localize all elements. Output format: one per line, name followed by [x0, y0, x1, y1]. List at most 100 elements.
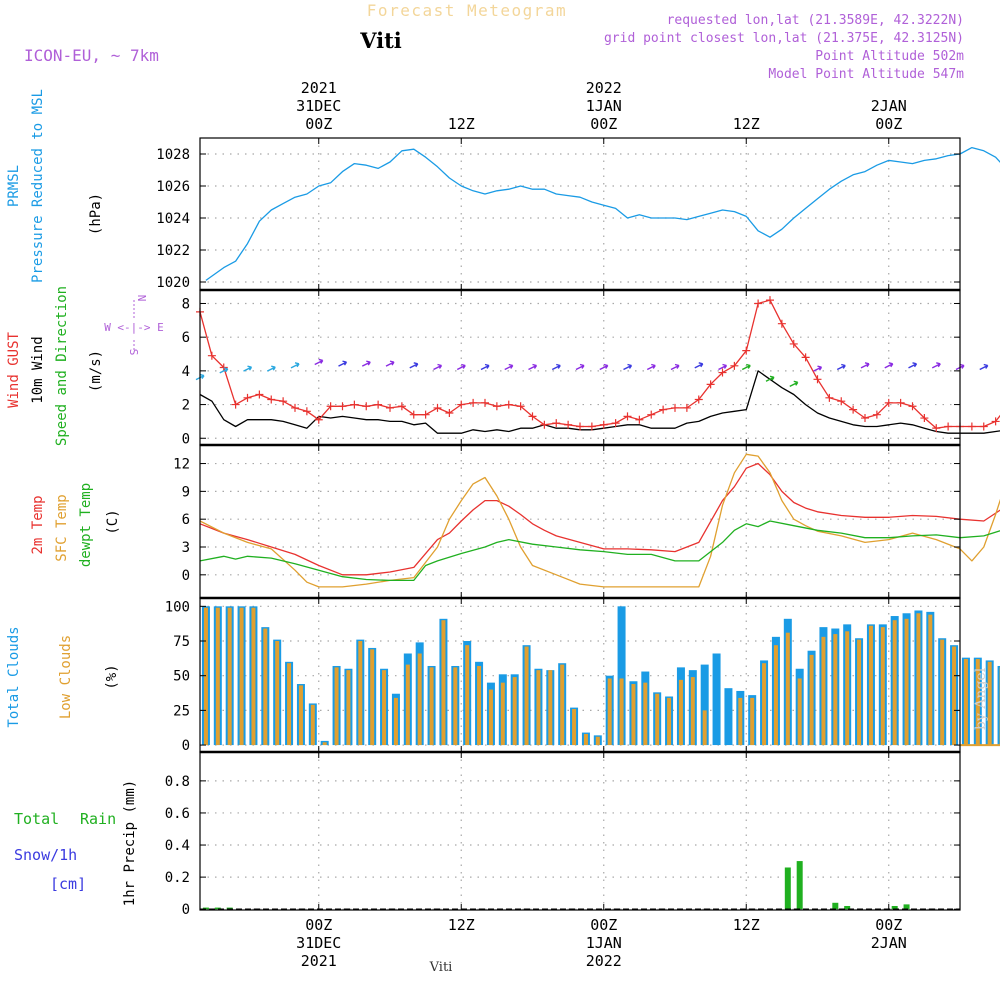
bar-low-clouds	[690, 677, 695, 746]
date-label-bottom: 2JAN	[871, 934, 907, 952]
y-tick-label: 12	[173, 457, 190, 473]
wind-direction-arrow	[765, 375, 775, 382]
label-total-clouds: Total Clouds	[6, 626, 22, 727]
bar-low-clouds	[251, 607, 256, 746]
model-altitude: Model Point Altitude 547m	[768, 67, 964, 82]
gust-marker	[694, 395, 703, 404]
bar-low-clouds	[928, 614, 933, 746]
bar-low-clouds	[239, 607, 244, 746]
bar-total-rain	[202, 907, 209, 910]
bar-low-clouds	[560, 664, 565, 746]
gust-marker	[706, 380, 715, 389]
label-low-clouds: Low Clouds	[58, 635, 74, 719]
y-tick-label: 75	[173, 634, 190, 650]
bar-low-clouds	[370, 649, 375, 746]
gust-marker	[813, 375, 822, 384]
gust-marker	[207, 351, 216, 360]
data-layer	[195, 146, 1000, 910]
y-tick-label: 1026	[156, 179, 190, 195]
panel-frame-pressure	[199, 137, 961, 291]
bar-low-clouds	[667, 697, 672, 746]
gust-marker	[742, 346, 751, 355]
bar-low-clouds	[405, 664, 410, 746]
bar-total-rain	[796, 861, 803, 910]
gust-marker	[421, 410, 430, 419]
bar-low-clouds	[548, 670, 553, 746]
y-tick-label: 50	[173, 669, 190, 685]
x-tick-label-top: 00Z	[590, 115, 617, 133]
series-line-dewpt-temp	[199, 520, 1000, 582]
bar-low-clouds	[987, 661, 992, 746]
x-tick-label-bottom: 00Z	[590, 916, 617, 934]
gust-marker	[587, 422, 596, 431]
gust-marker	[469, 398, 478, 407]
gust-marker	[350, 400, 359, 409]
wind-direction-arrow	[718, 363, 728, 371]
y-tick-label: 3	[182, 540, 190, 556]
gust-marker	[433, 403, 442, 412]
bar-low-clouds	[417, 653, 422, 746]
wind-direction-arrow	[860, 362, 870, 369]
bar-low-clouds	[892, 620, 897, 746]
wind-direction-arrow	[266, 365, 276, 372]
x-tick-label-top: 12Z	[448, 115, 475, 133]
gust-marker	[682, 403, 691, 412]
gust-marker	[884, 398, 893, 407]
date-label-bottom: 2021	[301, 952, 337, 970]
x-tick-label-bottom: 12Z	[733, 916, 760, 934]
label-10m-wind: 10m Wind	[30, 336, 46, 403]
bar-low-clouds	[797, 678, 802, 746]
label-pressure: Pressure Reduced to MSL	[30, 89, 46, 283]
bar-low-clouds	[298, 685, 303, 746]
gust-marker	[552, 419, 561, 428]
gust-marker	[409, 410, 418, 419]
gust-marker	[231, 400, 240, 409]
series-line-10m-wind	[199, 370, 1000, 434]
x-tick-label-bottom: 12Z	[448, 916, 475, 934]
gust-marker	[825, 393, 834, 402]
bar-low-clouds	[524, 646, 529, 746]
wind-direction-arrow	[480, 363, 490, 371]
unit-clouds: (%)	[104, 664, 120, 689]
gust-marker	[504, 400, 513, 409]
gust-marker	[671, 403, 679, 412]
point-altitude: Point Altitude 502m	[815, 49, 964, 64]
bar-low-clouds	[512, 677, 517, 746]
date-label-bottom: 2022	[586, 952, 622, 970]
bar-low-clouds	[358, 641, 363, 746]
gust-marker	[991, 417, 1000, 426]
wind-direction-arrow	[219, 367, 229, 374]
wind-direction-arrow	[813, 365, 823, 372]
unit-temp: (C)	[105, 509, 121, 534]
y-tick-label: 0.2	[165, 870, 190, 886]
y-tick-label: 2	[182, 398, 190, 414]
gust-marker	[766, 296, 774, 305]
wind-direction-arrow	[670, 363, 680, 371]
gust-marker	[599, 420, 608, 429]
x-tick-label-top: 00Z	[875, 115, 902, 133]
gust-marker	[326, 402, 335, 411]
label-snow: Snow/1h	[14, 846, 77, 864]
x-tick-label-top: 00Z	[305, 115, 332, 133]
bar-low-clouds	[619, 678, 624, 746]
panel-frame-precip	[199, 751, 961, 911]
footer-location: Viti	[429, 960, 453, 975]
wind-direction-arrow	[931, 362, 941, 369]
wind-direction-arrow	[836, 363, 846, 371]
gust-marker	[718, 368, 727, 377]
bar-total-clouds	[712, 653, 721, 746]
bar-low-clouds	[738, 697, 743, 746]
bar-low-clouds	[904, 618, 909, 746]
gust-marker	[445, 408, 454, 417]
wind-direction-arrow	[623, 363, 633, 371]
bar-low-clouds	[536, 670, 541, 746]
text-layer: Forecast Meteogram Viti ICON-EU, ~ 7km r…	[6, 1, 989, 975]
bar-low-clouds	[477, 665, 482, 746]
wind-direction-arrow	[361, 360, 371, 367]
label-rain: Rain	[80, 810, 116, 828]
gust-marker	[849, 405, 858, 414]
gust-marker	[659, 405, 668, 414]
y-tick-label: 25	[173, 703, 190, 719]
gust-marker	[789, 339, 798, 348]
